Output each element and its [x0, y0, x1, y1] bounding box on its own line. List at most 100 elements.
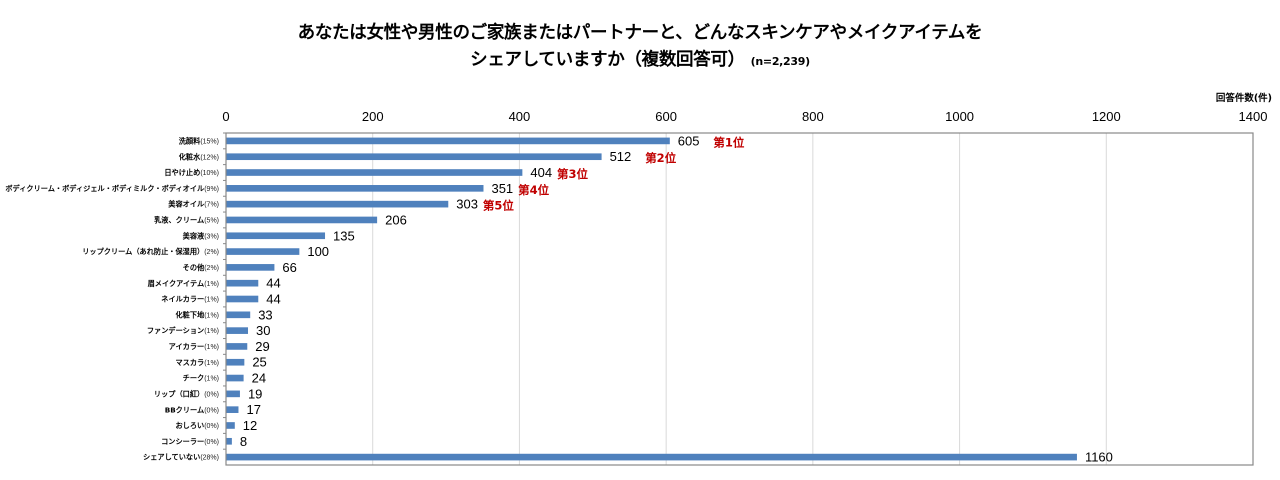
category-name: 洗顔料: [179, 137, 201, 146]
category-label: 美容液(3%): [182, 231, 219, 240]
category-percent: (1%): [204, 297, 219, 304]
category-percent: (3%): [204, 233, 219, 240]
rank-annotation: 第2位: [645, 151, 677, 165]
category-name: アイカラー: [169, 342, 205, 351]
category-name: ネイルカラー: [161, 295, 204, 304]
data-label: 44: [266, 292, 280, 307]
data-label: 135: [333, 228, 355, 243]
data-label: 44: [266, 276, 280, 291]
category-label: 化粧下地(1%): [175, 310, 219, 319]
category-name: コンシーラー: [161, 437, 204, 446]
bar: [226, 374, 244, 382]
category-label: リップクリーム（あれ防止・保湿用）(2%): [82, 247, 219, 256]
category-label: 眉メイクアイテム(1%): [148, 279, 219, 288]
category-percent: (15%): [200, 139, 219, 146]
category-percent: (2%): [204, 265, 219, 272]
category-label: マスカラ(1%): [175, 358, 219, 367]
data-label: 303: [456, 197, 478, 212]
bar: [226, 200, 449, 208]
data-label: 30: [256, 323, 270, 338]
bar: [226, 232, 326, 240]
category-name: 眉メイクアイテム: [148, 279, 205, 288]
category-label: 日やけ止め(10%): [164, 168, 219, 177]
category-labels: 洗顔料(15%) 化粧水(12%) 日やけ止め(10%) ボディクリーム・ボディジェル…: [5, 137, 219, 462]
category-percent: (28%): [200, 455, 219, 462]
category-name: 美容オイル: [167, 200, 205, 209]
category-name: ファンデーション: [147, 326, 204, 335]
category-percent: (0%): [204, 423, 219, 430]
category-percent: (7%): [204, 202, 219, 209]
bar: [226, 406, 239, 413]
category-label: アイカラー(1%): [169, 342, 219, 351]
category-label: その他(2%): [183, 263, 219, 272]
data-label: 24: [252, 371, 266, 386]
data-label: 351: [491, 181, 513, 196]
data-label: 404: [530, 165, 552, 180]
data-label: 605: [678, 133, 700, 148]
category-name: シェアしていない: [143, 453, 200, 462]
data-label: 29: [255, 339, 269, 354]
title-question: シェアしていますか（複数回答可）: [470, 50, 745, 70]
category-label: ボディクリーム・ボディジェル・ボディミルク・ボディオイル(9%): [5, 184, 219, 193]
category-name: ボディクリーム・ボディジェル・ボディミルク・ボディオイル: [5, 184, 205, 193]
category-label: シェアしていない(28%): [143, 453, 219, 462]
rank-annotation: 第4位: [518, 183, 550, 197]
bars: [223, 132, 1077, 461]
category-label: チーク(1%): [183, 374, 219, 383]
bar: [226, 437, 232, 445]
category-percent: (1%): [204, 312, 219, 319]
category-label: ファンデーション(1%): [147, 326, 219, 335]
bar: [226, 422, 235, 429]
category-percent: (12%): [200, 154, 219, 161]
category-name: マスカラ: [175, 358, 204, 367]
title-line-2: シェアしていますか（複数回答可） (n=2,239): [0, 47, 1280, 75]
rank-annotation: 第1位: [713, 135, 745, 149]
data-label: 206: [385, 212, 407, 227]
sample-size: (n=2,239): [750, 55, 811, 68]
category-name: おしろい: [175, 421, 204, 430]
x-axis-title: 回答件数(件): [1216, 92, 1272, 104]
category-name: 日やけ止め: [164, 168, 200, 177]
bar: [226, 264, 275, 271]
x-axis-ticks: 0 200 400 600 800 1000 1200 1400: [222, 109, 1267, 124]
bar: [226, 216, 378, 224]
category-name: リップクリーム（あれ防止・保湿用）: [82, 247, 204, 256]
data-label: 33: [258, 307, 272, 322]
category-percent: (1%): [204, 328, 219, 335]
category-percent: (5%): [204, 218, 219, 225]
data-label: 100: [307, 244, 329, 259]
category-name: リップ（口紅）: [154, 389, 204, 398]
rank-annotation: 第5位: [483, 199, 515, 213]
x-tick-label: 600: [655, 109, 677, 124]
category-label: 化粧水(12%): [179, 152, 219, 161]
gridlines: [372, 133, 1107, 465]
bar: [226, 311, 251, 319]
chart-title: あなたは女性や男性のご家族またはパートナーと、どんなスキンケアやメイクアイテムを…: [0, 20, 1280, 75]
title-line-1: あなたは女性や男性のご家族またはパートナーと、どんなスキンケアやメイクアイテムを: [297, 23, 983, 43]
category-percent: (9%): [204, 186, 219, 193]
category-name: 美容液: [182, 231, 205, 240]
category-name: チーク: [183, 374, 205, 383]
category-label: 洗顔料(15%): [179, 137, 219, 146]
bar: [226, 453, 1077, 461]
bar: [226, 343, 248, 350]
rank-annotation: 第3位: [557, 167, 589, 181]
category-label: おしろい(0%): [175, 421, 219, 430]
plot-area-frame: [225, 132, 1254, 466]
data-label: 17: [246, 402, 260, 417]
bar: [226, 248, 300, 255]
category-percent: (1%): [204, 376, 219, 383]
data-label: 25: [252, 355, 266, 370]
x-tick-label: 0: [222, 109, 229, 124]
bar: [226, 390, 240, 398]
category-name: 化粧下地: [175, 310, 205, 319]
data-label: 12: [243, 418, 257, 433]
category-percent: (1%): [204, 344, 219, 351]
category-percent: (10%): [200, 170, 219, 177]
category-name: BBクリーム: [165, 405, 205, 414]
data-label: 1160: [1085, 450, 1113, 465]
category-label: ネイルカラー(1%): [161, 295, 219, 304]
category-label: リップ（口紅）(0%): [154, 389, 219, 398]
value-labels: 605 第1位 512 第2位 404 第3位 351 第4位 303 第5位 206 135 100 6…: [240, 133, 1113, 464]
